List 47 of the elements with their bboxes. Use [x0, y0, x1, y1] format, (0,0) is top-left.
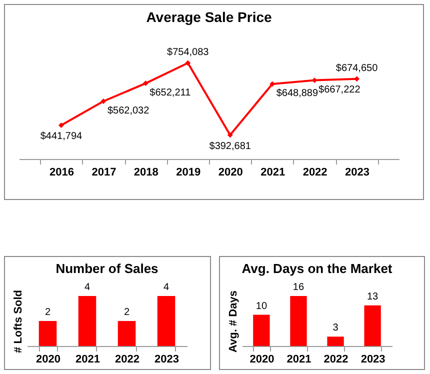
x-tick-label: 2022 — [302, 166, 328, 178]
chart-title: Number of Sales — [56, 261, 158, 276]
point — [227, 132, 233, 138]
data-label: $667,222 — [318, 84, 361, 96]
data-label: $674,650 — [336, 62, 378, 74]
point — [354, 76, 360, 82]
point — [185, 60, 191, 66]
point — [58, 122, 64, 128]
data-label: 3 — [332, 322, 339, 334]
data-label: $648,889 — [276, 88, 318, 99]
x-tick-label: 2016 — [49, 166, 74, 178]
x-tick-label: 2019 — [176, 166, 201, 178]
x-tick-label: 2021 — [76, 354, 100, 366]
data-label: 4 — [84, 282, 90, 293]
x-tick-label: 2021 — [260, 166, 286, 178]
y-axis-title: # Lofts Sold — [12, 290, 24, 353]
data-label: 2 — [124, 307, 130, 318]
x-tick-label: 2022 — [115, 354, 140, 366]
x-tick-label: 2020 — [218, 166, 243, 178]
data-label: $754,083 — [167, 47, 210, 58]
bar — [290, 296, 307, 346]
bar — [364, 305, 381, 346]
x-tick-label: 2023 — [360, 354, 386, 366]
data-label: 10 — [256, 300, 268, 312]
y-axis-title: Avg. # Days — [228, 290, 240, 352]
bar — [253, 314, 270, 346]
x-tick-label: 2017 — [92, 166, 116, 178]
x-tick-label: 2023 — [154, 354, 179, 366]
data-label: $441,794 — [40, 131, 83, 142]
chart-title: Avg. Days on the Market — [242, 261, 393, 276]
data-label: 13 — [366, 291, 379, 302]
x-tick-label: 2020 — [250, 354, 274, 366]
x-tick-label: 2020 — [36, 354, 60, 366]
point — [100, 98, 106, 104]
data-label: 2 — [44, 307, 51, 318]
x-tick-label: 2018 — [134, 166, 158, 178]
data-label: $562,032 — [107, 105, 150, 116]
data-label: $652,211 — [150, 87, 192, 98]
data-label: 16 — [292, 282, 304, 293]
x-tick-label: 2023 — [345, 166, 370, 178]
x-tick-label: 2022 — [324, 354, 348, 366]
data-label: $392,681 — [209, 141, 252, 152]
data-label: 4 — [163, 282, 170, 293]
chart-title: Average Sale Price — [146, 9, 272, 25]
x-tick-label: 2021 — [286, 354, 312, 366]
bar — [327, 336, 344, 346]
point — [142, 80, 148, 86]
